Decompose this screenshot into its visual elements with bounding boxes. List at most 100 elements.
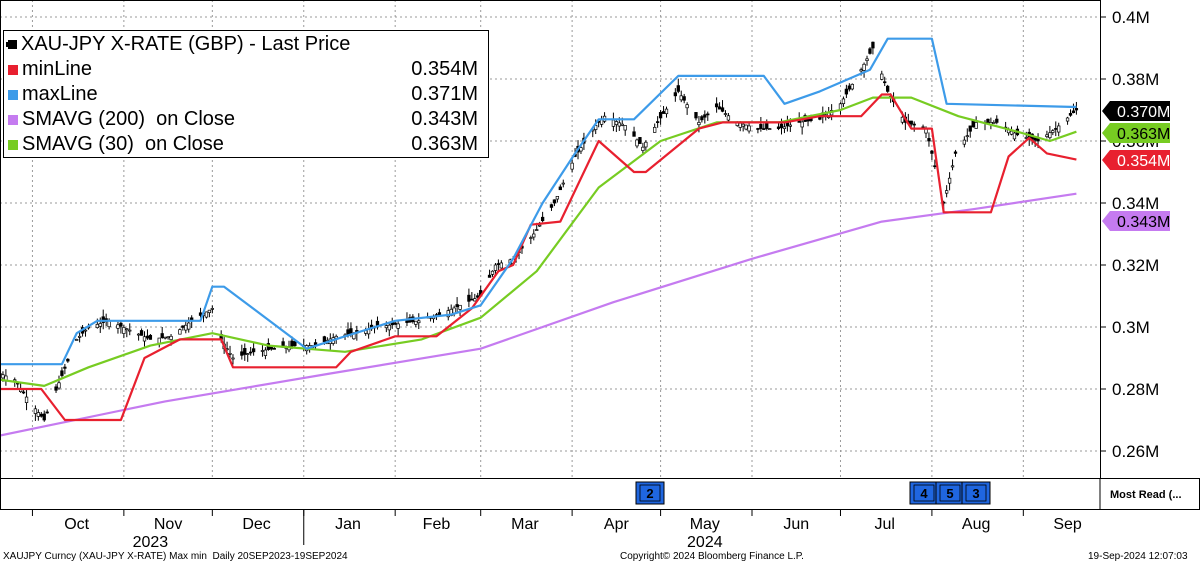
candle-body (700, 116, 704, 121)
candle-body (148, 334, 153, 340)
legend-item-value: 0.371M (411, 83, 478, 105)
y-tick-label: 0.32M (1112, 256, 1159, 275)
y-tick-label: 0.28M (1112, 380, 1159, 399)
candle-body (57, 382, 61, 389)
y-tick-label: 0.26M (1112, 442, 1159, 461)
candle-body (900, 116, 905, 123)
candle-body (623, 125, 627, 131)
event-marker-inner (639, 484, 661, 502)
event-marker: 4 (909, 481, 939, 505)
candle-body (676, 85, 680, 92)
candle-body (570, 162, 574, 170)
legend-item-label: SMAVG (30) on Close (22, 133, 224, 155)
last-value-tag: 0.343M (1102, 211, 1170, 231)
candle-body (414, 320, 418, 325)
candle-body (726, 115, 731, 121)
candle-body (561, 182, 565, 185)
event-marker-inner (913, 484, 935, 502)
candle-body (868, 48, 872, 54)
candle-body (883, 81, 887, 84)
candle-body (841, 98, 846, 104)
candle-body (136, 333, 141, 336)
candle-body (617, 122, 621, 127)
candle-body (638, 137, 642, 144)
candle-body (862, 63, 866, 71)
candle-body (487, 274, 492, 278)
candle-body (42, 413, 46, 421)
candle-body (992, 122, 996, 124)
chart-series (0, 37, 1079, 437)
candle-body (260, 350, 265, 352)
tag-label: 0.343M (1117, 214, 1170, 231)
candle-body (1033, 137, 1037, 141)
candle-body (169, 335, 173, 340)
events-strip: Most Read (... 2 4 5 3 (0, 478, 1200, 510)
candle-body (166, 336, 170, 339)
candle-body (579, 147, 583, 152)
candle-body (490, 270, 495, 275)
candle-body (33, 408, 38, 414)
candle-body (532, 233, 536, 238)
candle-body (493, 264, 498, 271)
candle-body (844, 88, 849, 95)
candle-body (39, 413, 43, 417)
tag-shape (1102, 123, 1170, 143)
x-month-label: Jul (874, 516, 894, 533)
tag-label: 0.370M (1117, 104, 1170, 121)
candle-body (653, 127, 657, 133)
series-line-smavg-200-on-close (0, 192, 1077, 437)
candle-body (496, 263, 501, 265)
candle-body (714, 103, 719, 108)
candle-body (953, 151, 958, 154)
candle-body (912, 123, 916, 126)
candle-body (723, 113, 728, 115)
event-marker: 2 (635, 481, 665, 505)
candle-body (470, 298, 474, 301)
candle-body (272, 348, 276, 350)
candle-body (184, 324, 188, 331)
candle-body (396, 323, 400, 329)
candle-body (765, 123, 769, 129)
candle-body (655, 121, 660, 123)
candle-body (1054, 128, 1058, 130)
legend-item-label: maxLine (22, 83, 98, 105)
x-month-label: Jan (335, 516, 361, 533)
candle-body (673, 92, 677, 97)
candle-body (95, 323, 99, 328)
footer-copyright: Copyright© 2024 Bloomberg Finance L.P. (620, 551, 804, 562)
footer-timestamp: 19-Sep-2024 12:07:03 (1088, 551, 1188, 562)
y-tick-label: 0.4M (1112, 8, 1150, 27)
candle-body (437, 312, 442, 315)
candle-body (644, 141, 648, 148)
legend-swatch-icon (8, 114, 18, 125)
candle-body (128, 329, 132, 332)
candle-body (741, 123, 745, 127)
event-marker-label: 3 (972, 486, 979, 501)
candle-body (228, 353, 232, 355)
legend-item-minline: minLine 0.354M (4, 57, 488, 82)
candle-body (685, 104, 689, 109)
chart-grid (0, 0, 1100, 478)
x-month-label: Feb (423, 516, 451, 533)
candle-body (125, 328, 129, 331)
candle-body (759, 124, 763, 129)
candle-body (965, 135, 969, 138)
tag-shape (1102, 150, 1170, 170)
legend-price-icon (8, 40, 17, 49)
candle-body (160, 333, 164, 338)
legend-item-smavg200: SMAVG (200) on Close 0.343M (4, 107, 488, 132)
candle-body (847, 85, 851, 90)
tag-shape (1102, 101, 1170, 121)
candle-body (163, 336, 167, 339)
candle-body (658, 112, 663, 119)
candle-body (930, 150, 934, 154)
candle-body (387, 324, 391, 331)
candle-body (458, 304, 462, 310)
candle-body (1065, 117, 1070, 122)
candle-body (116, 324, 120, 329)
candle-body (703, 114, 707, 118)
events-strip-border (0, 478, 1200, 510)
candle-body (555, 196, 560, 200)
candle-body (679, 95, 683, 101)
y-tick-label: 0.3M (1112, 318, 1150, 337)
